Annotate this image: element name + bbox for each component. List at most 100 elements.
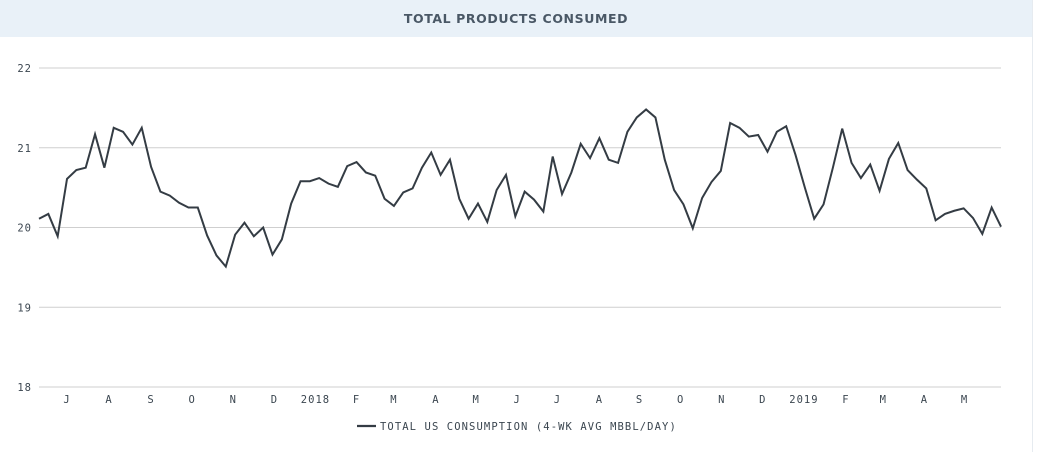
data-point[interactable] [774,129,780,135]
data-point[interactable] [718,168,724,174]
data-point[interactable] [213,252,219,258]
data-point[interactable] [699,195,705,201]
data-point[interactable] [73,167,79,173]
data-point[interactable] [475,201,481,207]
data-point[interactable] [288,201,294,207]
data-point[interactable] [802,185,808,191]
data-point[interactable] [746,134,752,140]
data-point[interactable] [615,160,621,166]
data-point[interactable] [690,225,696,231]
data-point[interactable] [923,185,929,191]
data-point[interactable] [634,114,640,120]
data-point[interactable] [652,114,658,120]
data-point[interactable] [522,189,528,195]
data-point[interactable] [279,236,285,242]
data-point[interactable] [830,165,836,171]
legend[interactable]: TOTAL US CONSUMPTION (4-WK AVG MBBL/DAY) [357,421,677,433]
data-point[interactable] [793,152,799,158]
data-point[interactable] [447,157,453,163]
data-point[interactable] [596,135,602,141]
data-point[interactable] [157,189,163,195]
data-point[interactable] [92,131,98,137]
data-point[interactable] [961,205,967,211]
data-point[interactable] [998,224,1004,230]
data-point[interactable] [942,211,948,217]
data-point[interactable] [391,203,397,209]
data-point[interactable] [410,185,416,191]
data-point[interactable] [251,233,257,239]
data-point[interactable] [400,189,406,195]
data-point[interactable] [101,165,107,171]
data-point[interactable] [559,191,565,197]
data-point[interactable] [606,157,612,163]
data-point[interactable] [568,169,574,175]
data-point[interactable] [354,159,360,165]
data-point[interactable] [979,231,985,237]
data-point[interactable] [382,196,388,202]
data-point[interactable] [195,205,201,211]
data-point[interactable] [45,211,51,217]
data-point[interactable] [989,205,995,211]
data-point[interactable] [185,205,191,211]
data-point[interactable] [260,225,266,231]
data-point[interactable] [167,193,173,199]
data-point[interactable] [662,157,668,163]
data-point[interactable] [456,196,462,202]
data-point[interactable] [811,216,817,222]
data-point[interactable] [933,217,939,223]
data-point[interactable] [839,126,845,132]
data-point[interactable] [849,160,855,166]
data-point[interactable] [241,220,247,226]
data-point[interactable] [821,201,827,207]
data-point[interactable] [914,177,920,183]
data-point[interactable] [64,176,70,182]
data-point[interactable] [970,215,976,221]
data-point[interactable] [139,125,145,131]
data-point[interactable] [877,188,883,194]
data-point[interactable] [905,167,911,173]
data-point[interactable] [765,149,771,155]
data-point[interactable] [55,233,61,239]
data-point[interactable] [176,200,182,206]
data-point[interactable] [83,165,89,171]
data-point[interactable] [680,201,686,207]
data-point[interactable] [587,155,593,161]
data-point[interactable] [783,123,789,129]
data-point[interactable] [363,169,369,175]
data-point[interactable] [120,129,126,135]
data-point[interactable] [624,129,630,135]
data-point[interactable] [232,232,238,238]
data-point[interactable] [540,209,546,215]
data-point[interactable] [204,232,210,238]
data-point[interactable] [36,216,42,222]
data-point[interactable] [419,165,425,171]
data-point[interactable] [484,219,490,225]
data-point[interactable] [727,120,733,126]
data-point[interactable] [503,172,509,178]
data-point[interactable] [858,175,864,181]
data-point[interactable] [335,184,341,190]
data-point[interactable] [111,125,117,131]
data-point[interactable] [512,213,518,219]
data-point[interactable] [531,197,537,203]
data-point[interactable] [438,172,444,178]
data-point[interactable] [466,216,472,222]
data-point[interactable] [886,156,892,162]
data-point[interactable] [755,132,761,138]
data-point[interactable] [708,179,714,185]
data-point[interactable] [372,173,378,179]
data-point[interactable] [428,150,434,156]
series-line[interactable] [38,108,1002,269]
data-point[interactable] [671,187,677,193]
data-point[interactable] [269,252,275,258]
data-point[interactable] [951,208,957,214]
data-point[interactable] [129,142,135,148]
data-point[interactable] [867,161,873,167]
data-point[interactable] [298,178,304,184]
data-point[interactable] [643,106,649,112]
data-point[interactable] [344,163,350,169]
data-point[interactable] [326,181,332,187]
data-point[interactable] [494,187,500,193]
data-point[interactable] [550,154,556,160]
data-point[interactable] [223,264,229,270]
